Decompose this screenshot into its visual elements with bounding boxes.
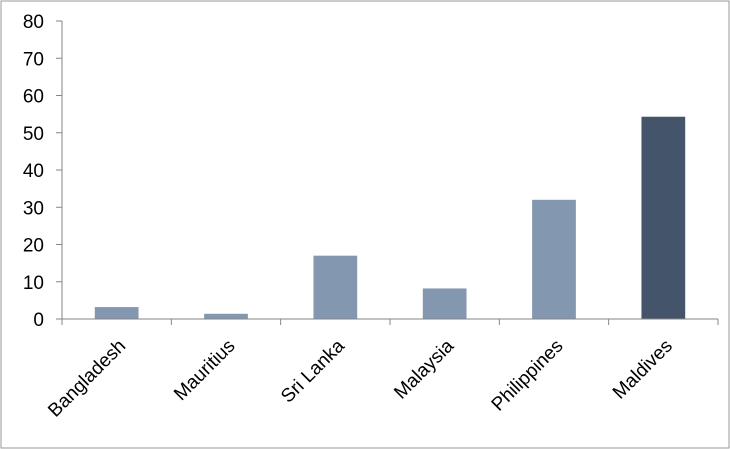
bar-bangladesh xyxy=(94,307,139,319)
y-tick-label: 40 xyxy=(23,161,44,182)
y-tick-label: 10 xyxy=(23,273,44,294)
bar-sri-lanka xyxy=(313,255,358,319)
y-tick-label: 20 xyxy=(23,236,44,257)
y-tick-label: 0 xyxy=(33,310,44,331)
y-tick-label: 80 xyxy=(23,12,44,33)
bar-mauritius xyxy=(204,313,248,319)
bar-malaysia xyxy=(422,288,467,319)
y-tick-label: 30 xyxy=(23,198,44,219)
y-tick-label: 60 xyxy=(23,87,44,108)
y-tick-label: 70 xyxy=(23,49,44,70)
axes-group xyxy=(61,21,718,320)
bar-maldives xyxy=(641,116,686,319)
x-axis-ticks xyxy=(61,319,719,325)
y-tick-label: 50 xyxy=(23,124,44,145)
y-axis-ticks xyxy=(56,20,62,320)
bars-group xyxy=(94,116,686,319)
y-axis-labels: 0 10 20 30 40 50 60 70 80 xyxy=(23,12,44,331)
bar-philippines xyxy=(532,199,576,319)
